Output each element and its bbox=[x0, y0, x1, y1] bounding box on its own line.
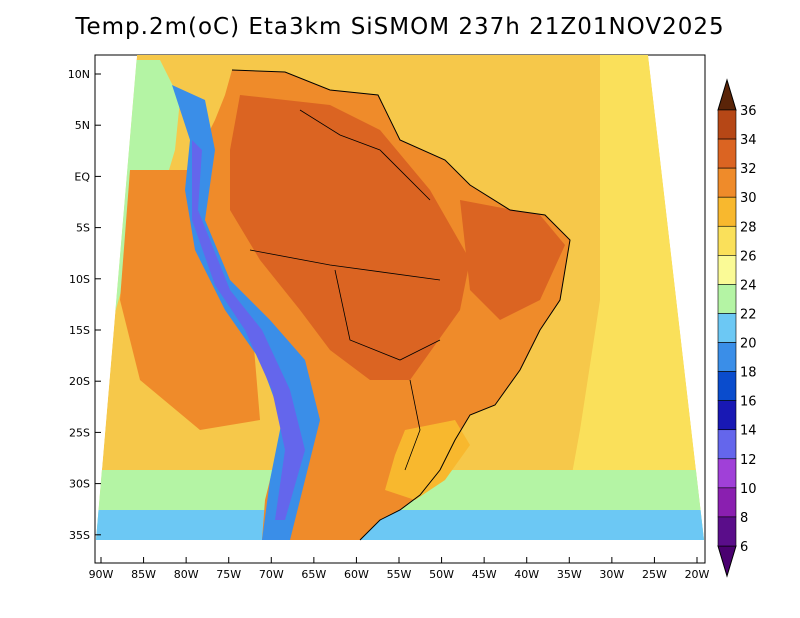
colorbar-swatch bbox=[717, 371, 737, 401]
colorbar-swatch bbox=[717, 284, 737, 314]
colorbar-label: 24 bbox=[740, 278, 757, 293]
southern-cold-area bbox=[96, 510, 704, 540]
y-tick-label: 10S bbox=[69, 273, 90, 286]
x-tick-label: 90W bbox=[89, 568, 114, 581]
colorbar-swatch bbox=[717, 429, 737, 460]
x-tick-label: 55W bbox=[387, 568, 412, 581]
x-tick-label: 70W bbox=[259, 568, 284, 581]
colorbar-label: 8 bbox=[740, 511, 748, 526]
colorbar-label: 28 bbox=[740, 220, 757, 235]
x-tick-label: 30W bbox=[599, 568, 624, 581]
interior-very-hot-area bbox=[230, 95, 470, 380]
x-tick-label: 35W bbox=[557, 568, 582, 581]
colorbar-swatch bbox=[717, 342, 737, 372]
y-axis-ticks: 10N 5N EQ 5S 10S 15S 20S 25S 30S 35S bbox=[68, 68, 101, 542]
x-tick-label: 40W bbox=[514, 568, 539, 581]
northeast-hot-area bbox=[460, 200, 565, 320]
temperature-field bbox=[96, 55, 704, 540]
y-tick-label: 5N bbox=[75, 119, 90, 132]
colorbar-swatch bbox=[717, 255, 737, 285]
atlantic-cool-area bbox=[560, 55, 704, 540]
colorbar-swatch bbox=[717, 225, 737, 256]
colorbar-label: 20 bbox=[740, 337, 757, 352]
y-tick-label: 30S bbox=[69, 478, 90, 491]
colorbar-swatch bbox=[717, 487, 737, 518]
x-tick-label: 45W bbox=[472, 568, 497, 581]
x-tick-label: 50W bbox=[429, 568, 454, 581]
andes-coldest-peaks bbox=[192, 140, 305, 520]
colorbar-swatch bbox=[717, 458, 737, 489]
x-tick-label: 60W bbox=[344, 568, 369, 581]
colorbar-below-arrow bbox=[717, 545, 737, 578]
colorbar-swatch bbox=[717, 516, 737, 547]
colorbar-label: 30 bbox=[740, 191, 757, 206]
x-axis-ticks: 90W 85W 80W 75W 70W 65W 60W 55W 50W 45W 40W 35W 30W 2… bbox=[89, 557, 710, 581]
x-tick-label: 85W bbox=[131, 568, 156, 581]
colorbar-label: 16 bbox=[740, 395, 757, 410]
political-borders bbox=[249, 109, 441, 471]
colorbar-label: 14 bbox=[740, 424, 757, 439]
y-tick-label: 25S bbox=[69, 426, 90, 439]
y-tick-label: 15S bbox=[69, 324, 90, 337]
colorbar-swatch bbox=[717, 400, 737, 431]
southern-brazil-cool-area bbox=[385, 420, 470, 500]
colorbar-label: 22 bbox=[740, 307, 757, 322]
colorbar-label: 26 bbox=[740, 249, 757, 264]
colorbar-label: 6 bbox=[740, 540, 748, 555]
colorbar-above-arrow bbox=[717, 78, 737, 111]
x-tick-label: 75W bbox=[216, 568, 241, 581]
colorbar-label: 12 bbox=[740, 453, 757, 468]
colorbar-label: 10 bbox=[740, 482, 757, 497]
coastline bbox=[231, 69, 571, 541]
x-tick-label: 20W bbox=[685, 568, 710, 581]
y-tick-label: 5S bbox=[76, 222, 90, 235]
colorbar-label: 36 bbox=[740, 104, 757, 119]
map-title: Temp.2m(oC) Eta3km SiSMOM 237h 21Z01NOV2… bbox=[75, 14, 725, 40]
colorbar-swatch bbox=[717, 109, 737, 140]
colorbar-label: 18 bbox=[740, 366, 757, 381]
colorbar-swatch bbox=[717, 196, 737, 227]
x-tick-label: 80W bbox=[174, 568, 199, 581]
colorbar-swatch bbox=[717, 138, 737, 169]
colorbar-label: 34 bbox=[740, 133, 757, 148]
y-tick-label: EQ bbox=[74, 170, 90, 183]
colorbar-swatch bbox=[717, 313, 737, 343]
y-tick-label: 35S bbox=[69, 529, 90, 542]
y-tick-label: 10N bbox=[68, 68, 90, 81]
x-tick-label: 25W bbox=[642, 568, 667, 581]
colorbar-swatch bbox=[717, 167, 737, 198]
x-tick-label: 65W bbox=[301, 568, 326, 581]
y-tick-label: 20S bbox=[69, 375, 90, 388]
colorbar: 6 8 10 12 14 16 18 20 22 24 26 28 30 32 34 36 bbox=[717, 78, 757, 578]
colorbar-label: 32 bbox=[740, 162, 757, 177]
